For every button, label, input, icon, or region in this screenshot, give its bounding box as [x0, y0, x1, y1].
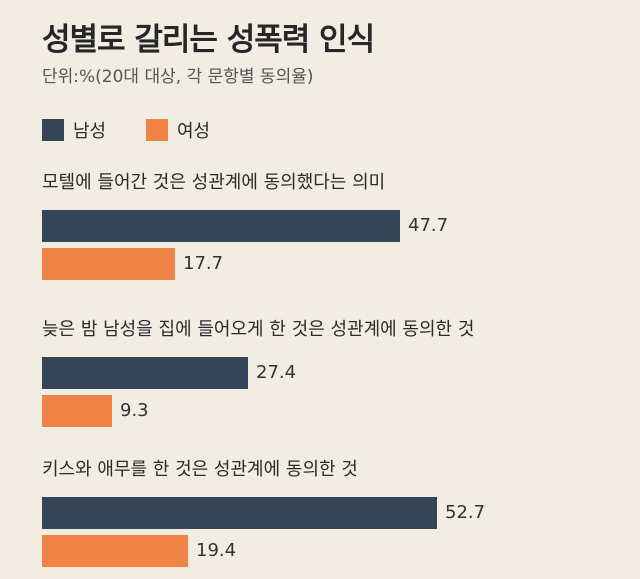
- chart-subtitle: 단위:%(20대 대상, 각 문항별 동의율): [42, 67, 314, 87]
- category-label: 늦은 밤 남성을 집에 들어오게 한 것은 성관계에 동의한 것: [42, 319, 475, 340]
- legend-swatch-female: [146, 119, 168, 141]
- legend-label-female: 여성: [177, 121, 211, 142]
- category-label: 모텔에 들어간 것은 성관계에 동의했다는 의미: [42, 172, 386, 193]
- bar-female: [42, 535, 188, 567]
- bar-male: [42, 210, 400, 242]
- chart-title: 성별로 갈리는 성폭력 인식: [42, 22, 375, 58]
- value-label-female: 17.7: [183, 253, 224, 274]
- bar-female: [42, 395, 112, 427]
- value-label-male: 47.7: [408, 215, 449, 236]
- legend-item-male: 남성: [42, 117, 106, 143]
- bar-female: [42, 248, 175, 280]
- category-label: 키스와 애무를 한 것은 성관계에 동의한 것: [42, 459, 358, 480]
- legend-label-male: 남성: [73, 121, 107, 142]
- value-label-male: 27.4: [256, 362, 297, 383]
- bar-male: [42, 357, 248, 389]
- bar-male: [42, 497, 437, 529]
- legend-swatch-male: [42, 119, 64, 141]
- value-label-male: 52.7: [445, 502, 486, 523]
- legend-item-female: 여성: [146, 117, 210, 143]
- value-label-female: 19.4: [196, 540, 237, 561]
- value-label-female: 9.3: [120, 400, 149, 421]
